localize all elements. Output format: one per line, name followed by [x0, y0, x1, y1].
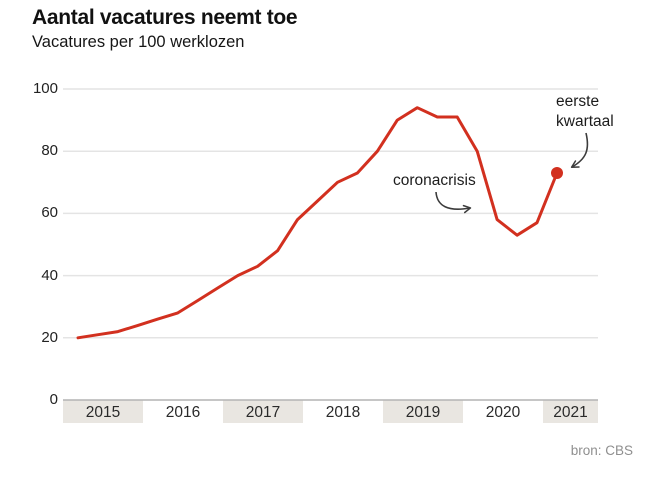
source-credit: bron: CBS — [570, 443, 633, 458]
annotation-coronacrisis: coronacrisis — [393, 172, 476, 189]
vacancies-line-series — [76, 106, 559, 340]
y-axis-tick-label-80: 80 — [41, 142, 58, 160]
year-band-box — [143, 400, 223, 423]
annotation-eerste-kwartaal-line1: eerste — [556, 93, 600, 110]
x-axis-year-label-2016: 2016 — [165, 404, 201, 421]
y-axis-tick-label-20: 20 — [41, 328, 58, 346]
coronacrisis-arrow-icon — [435, 191, 472, 214]
annotation-eerste-kwartaal: eerste kwartaal — [556, 92, 614, 132]
chart-title: Aantal vacatures neemt toe — [32, 6, 298, 29]
year-band-box — [383, 400, 463, 423]
x-axis-year-label-2020: 2020 — [485, 404, 521, 421]
year-band-box — [303, 400, 383, 423]
year-band-box — [63, 400, 143, 423]
y-axis-tick-label-60: 60 — [41, 204, 58, 222]
year-band-box — [543, 400, 598, 423]
y-axis-tick-label-100: 100 — [32, 80, 58, 97]
annotation-eerste-kwartaal-line2: kwartaal — [556, 113, 614, 130]
x-axis-year-label-2015: 2015 — [85, 404, 121, 421]
y-axis-tick-label-40: 40 — [41, 266, 58, 284]
latest-data-point-dot — [551, 166, 563, 179]
chart-subtitle: Vacatures per 100 werklozen — [32, 33, 245, 51]
x-axis-year-label-2021: 2021 — [553, 404, 588, 421]
eerste-kwartaal-arrow-icon — [570, 132, 589, 168]
y-axis-tick-label-0: 0 — [49, 391, 58, 408]
x-axis-year-label-2019: 2019 — [405, 404, 441, 421]
gridlines — [63, 88, 598, 339]
x-axis-year-label-2017: 2017 — [245, 404, 281, 421]
year-band-box — [223, 400, 303, 423]
x-axis-year-band — [63, 400, 598, 423]
year-band-box — [463, 400, 543, 423]
x-axis-year-label-2018: 2018 — [325, 404, 361, 421]
